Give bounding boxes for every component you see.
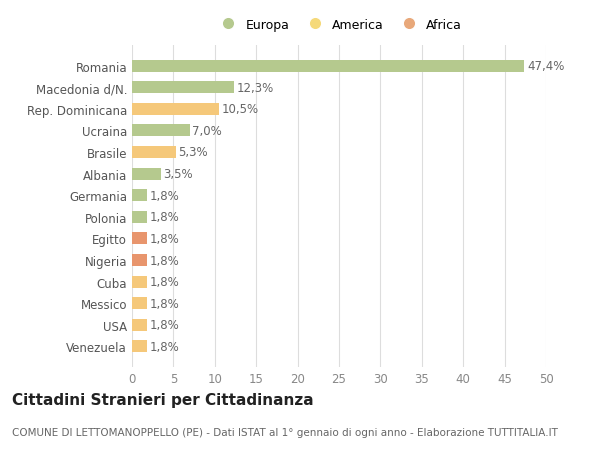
Text: 1,8%: 1,8% bbox=[149, 232, 179, 246]
Bar bbox=[132, 276, 147, 288]
Text: 1,8%: 1,8% bbox=[149, 211, 179, 224]
Bar bbox=[132, 104, 219, 116]
Text: 1,8%: 1,8% bbox=[149, 189, 179, 202]
Text: 1,8%: 1,8% bbox=[149, 254, 179, 267]
Bar bbox=[132, 254, 147, 266]
Bar bbox=[132, 125, 190, 137]
Text: 1,8%: 1,8% bbox=[149, 297, 179, 310]
Bar bbox=[132, 233, 147, 245]
Bar bbox=[132, 319, 147, 331]
Text: 1,8%: 1,8% bbox=[149, 319, 179, 331]
Text: 1,8%: 1,8% bbox=[149, 275, 179, 289]
Bar bbox=[132, 297, 147, 309]
Text: 10,5%: 10,5% bbox=[221, 103, 259, 116]
Bar bbox=[132, 341, 147, 353]
Text: 1,8%: 1,8% bbox=[149, 340, 179, 353]
Bar bbox=[132, 61, 524, 73]
Legend: Europa, America, Africa: Europa, America, Africa bbox=[211, 14, 467, 37]
Text: Cittadini Stranieri per Cittadinanza: Cittadini Stranieri per Cittadinanza bbox=[12, 392, 314, 408]
Text: 3,5%: 3,5% bbox=[163, 168, 193, 181]
Bar bbox=[132, 147, 176, 159]
Text: 12,3%: 12,3% bbox=[236, 82, 274, 95]
Text: 7,0%: 7,0% bbox=[193, 124, 222, 138]
Text: 47,4%: 47,4% bbox=[527, 60, 565, 73]
Bar bbox=[132, 190, 147, 202]
Text: COMUNE DI LETTOMANOPPELLO (PE) - Dati ISTAT al 1° gennaio di ogni anno - Elabora: COMUNE DI LETTOMANOPPELLO (PE) - Dati IS… bbox=[12, 427, 558, 437]
Bar bbox=[132, 168, 161, 180]
Bar bbox=[132, 212, 147, 223]
Bar bbox=[132, 82, 234, 94]
Text: 5,3%: 5,3% bbox=[178, 146, 208, 159]
